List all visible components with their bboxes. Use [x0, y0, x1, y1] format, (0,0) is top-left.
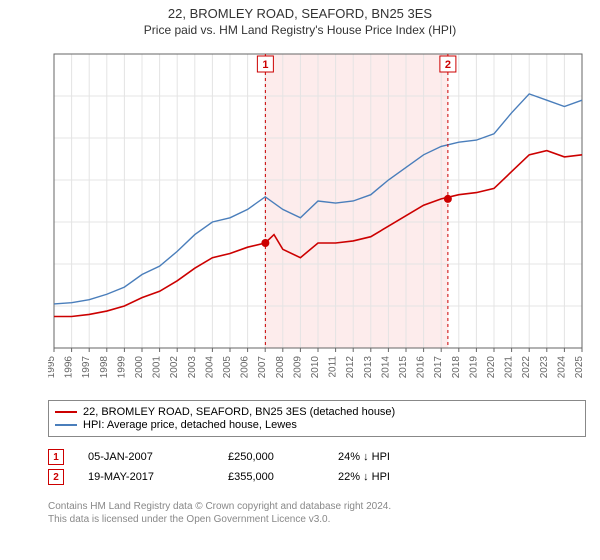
svg-text:2004: 2004: [204, 356, 215, 379]
attribution-line: Contains HM Land Registry data © Crown c…: [48, 500, 586, 513]
sale-date: 19-MAY-2017: [88, 471, 228, 483]
chart-container: 22, BROMLEY ROAD, SEAFORD, BN25 3ES Pric…: [0, 0, 600, 560]
svg-text:2019: 2019: [468, 356, 479, 379]
svg-text:2009: 2009: [292, 356, 303, 379]
svg-text:2025: 2025: [574, 356, 585, 379]
sale-price: £250,000: [228, 451, 338, 463]
svg-text:2002: 2002: [169, 356, 180, 379]
svg-text:1998: 1998: [99, 356, 110, 379]
chart-title: 22, BROMLEY ROAD, SEAFORD, BN25 3ES: [0, 6, 600, 21]
sale-marker: 1: [48, 449, 64, 465]
svg-text:1999: 1999: [116, 356, 127, 379]
sale-diff: 22% ↓ HPI: [338, 471, 448, 483]
svg-text:2008: 2008: [275, 356, 286, 379]
svg-text:2018: 2018: [451, 356, 462, 379]
sale-date: 05-JAN-2007: [88, 451, 228, 463]
svg-text:2010: 2010: [310, 356, 321, 379]
svg-text:2006: 2006: [240, 356, 251, 379]
svg-text:2017: 2017: [433, 356, 444, 379]
chart-subtitle: Price paid vs. HM Land Registry's House …: [0, 23, 600, 37]
svg-text:2022: 2022: [521, 356, 532, 379]
svg-text:1: 1: [262, 59, 268, 71]
svg-text:2016: 2016: [416, 356, 427, 379]
svg-text:1995: 1995: [48, 356, 57, 379]
svg-text:2024: 2024: [556, 356, 567, 379]
legend-swatch: [55, 424, 77, 426]
sale-row: 2 19-MAY-2017£355,00022% ↓ HPI: [48, 469, 586, 485]
svg-text:2014: 2014: [380, 356, 391, 379]
svg-text:2001: 2001: [152, 356, 163, 379]
svg-text:2012: 2012: [345, 356, 356, 379]
attribution-line: This data is licensed under the Open Gov…: [48, 513, 586, 526]
svg-text:2013: 2013: [363, 356, 374, 379]
sale-row: 1 05-JAN-2007£250,00024% ↓ HPI: [48, 449, 586, 465]
sale-price: £355,000: [228, 471, 338, 483]
legend-row: 22, BROMLEY ROAD, SEAFORD, BN25 3ES (det…: [55, 406, 579, 418]
svg-text:2003: 2003: [187, 356, 198, 379]
svg-text:2020: 2020: [486, 356, 497, 379]
svg-text:2005: 2005: [222, 356, 233, 379]
sale-diff: 24% ↓ HPI: [338, 451, 448, 463]
svg-text:1996: 1996: [64, 356, 75, 379]
svg-text:2: 2: [445, 59, 451, 71]
legend-row: HPI: Average price, detached house, Lewe…: [55, 419, 579, 431]
svg-text:2015: 2015: [398, 356, 409, 379]
svg-text:2023: 2023: [539, 356, 550, 379]
legend: 22, BROMLEY ROAD, SEAFORD, BN25 3ES (det…: [48, 400, 586, 437]
legend-swatch: [55, 411, 77, 413]
svg-text:2021: 2021: [504, 356, 515, 379]
svg-text:2011: 2011: [328, 356, 339, 378]
svg-text:2007: 2007: [257, 356, 268, 379]
svg-text:2000: 2000: [134, 356, 145, 379]
legend-label: 22, BROMLEY ROAD, SEAFORD, BN25 3ES (det…: [83, 406, 395, 418]
line-chart: £0£100K£200K£300K£400K£500K£600K£700K199…: [48, 48, 588, 388]
attribution: Contains HM Land Registry data © Crown c…: [48, 500, 586, 526]
sale-marker: 2: [48, 469, 64, 485]
sales-table: 1 05-JAN-2007£250,00024% ↓ HPI 2 19-MAY-201…: [48, 445, 586, 489]
title-block: 22, BROMLEY ROAD, SEAFORD, BN25 3ES Pric…: [0, 0, 600, 39]
svg-text:1997: 1997: [81, 356, 92, 379]
legend-label: HPI: Average price, detached house, Lewe…: [83, 419, 297, 431]
